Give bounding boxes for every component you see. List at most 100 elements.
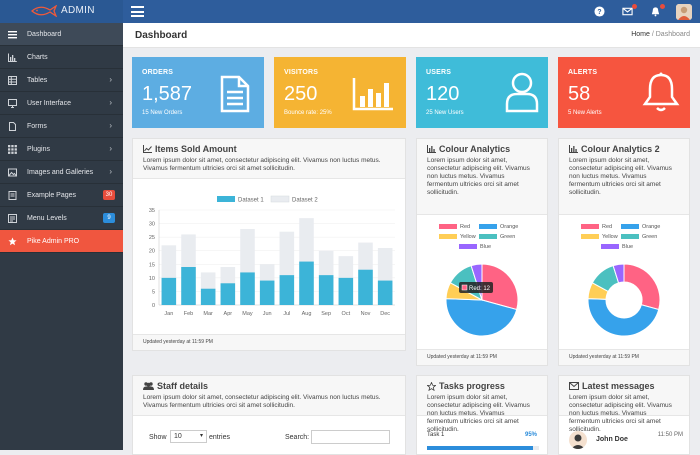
task-progress-track	[427, 446, 539, 450]
legend-label: Yellow	[460, 234, 476, 240]
visitors-card[interactable]: VISITORS 250 Bounce rate: 25%	[274, 57, 406, 128]
image-icon	[8, 168, 17, 177]
message-time: 11:50 PM	[657, 432, 683, 438]
chart-icon	[8, 53, 17, 62]
orders-card[interactable]: ORDERS 1,587 15 New Orders	[132, 57, 264, 128]
x-tick-label: Nov	[361, 311, 371, 317]
legend-swatch	[581, 234, 599, 239]
sidebar-item-label: Example Pages	[27, 191, 77, 199]
legend-swatch	[601, 244, 619, 249]
badge-count: 30	[103, 190, 115, 200]
chevron-right-icon: ›	[109, 121, 112, 130]
legend-swatch	[217, 196, 235, 202]
tooltip-swatch	[461, 284, 468, 291]
panel-description: Lorem ipsum dolor sit amet, consectetur …	[569, 394, 672, 433]
line-chart-icon	[143, 145, 152, 153]
legend-label: Yellow	[602, 234, 618, 240]
sidebar: Dashboard Charts Tables › User Interface…	[0, 23, 123, 450]
legend-swatch	[439, 224, 457, 229]
bar-dataset-1	[240, 272, 255, 305]
logo[interactable]: ADMIN	[0, 0, 123, 23]
star-icon	[8, 237, 17, 246]
sidebar-item-plugins[interactable]: Plugins ›	[0, 138, 123, 161]
legend-label: Green	[500, 234, 515, 240]
panel-description: Lorem ipsum dolor sit amet, consectetur …	[143, 394, 381, 409]
sidebar-item-charts[interactable]: Charts	[0, 46, 123, 69]
search-input[interactable]	[311, 430, 390, 444]
menu-toggle-button[interactable]	[131, 6, 144, 17]
users-card[interactable]: USERS 120 25 New Users	[416, 57, 548, 128]
breadcrumb-home-link[interactable]: Home	[631, 31, 650, 38]
entries-select[interactable]: 10 ▾	[170, 430, 207, 443]
help-icon[interactable]: ?	[592, 5, 606, 19]
user-avatar[interactable]	[676, 3, 692, 20]
latest-messages-title: Latest messages	[582, 381, 655, 391]
panel-title: Staff details	[143, 381, 395, 391]
bell-icon	[642, 72, 680, 112]
brand-name: ADMIN	[61, 5, 95, 16]
card-label: USERS	[426, 69, 452, 76]
messages-icon[interactable]	[620, 3, 637, 19]
pie-slice	[445, 298, 518, 337]
sidebar-item-label: Dashboard	[27, 30, 62, 38]
file-icon	[9, 122, 16, 131]
card-label: VISITORS	[284, 69, 319, 76]
sidebar-item-example-pages[interactable]: Example Pages 30	[0, 184, 123, 207]
pie-slice	[623, 263, 661, 311]
pie-slice	[481, 263, 519, 311]
bar-dataset-1	[259, 280, 275, 305]
y-tick-label: 20	[149, 249, 155, 255]
card-subtext: 5 New Alerts	[568, 110, 602, 116]
message-sender[interactable]: John Doe	[596, 436, 628, 443]
legend-swatch	[459, 244, 477, 249]
y-tick-label: 30	[149, 222, 155, 228]
card-label: ORDERS	[142, 69, 174, 76]
x-tick-label: Jun	[263, 311, 272, 317]
x-tick-label: Mar	[203, 311, 213, 317]
sidebar-item-user-interface[interactable]: User Interface ›	[0, 92, 123, 115]
x-tick-label: Sep	[321, 311, 331, 317]
chevron-right-icon: ›	[109, 167, 112, 176]
breadcrumb: Home / Dashboard	[631, 31, 690, 38]
bar-dataset-1	[161, 277, 177, 305]
bar-dataset-1	[279, 275, 295, 305]
staff-details-panel: Staff details Lorem ipsum dolor sit amet…	[132, 375, 406, 455]
x-tick-label: Jan	[164, 311, 173, 317]
panel-title: Colour Analytics	[427, 144, 537, 154]
fish-logo-icon	[31, 5, 58, 17]
envelope-icon	[569, 382, 579, 390]
chevron-right-icon: ›	[109, 144, 112, 153]
sidebar-item-label: Images and Galleries	[27, 168, 94, 176]
panel-description: Lorem ipsum dolor sit amet, consectetur …	[143, 157, 381, 172]
items-sold-title: Items Sold Amount	[155, 144, 237, 154]
sidebar-item-images[interactable]: Images and Galleries ›	[0, 161, 123, 184]
bar-dataset-1	[318, 275, 334, 305]
panel-title: Colour Analytics 2	[569, 144, 679, 154]
document-icon	[220, 75, 250, 113]
sidebar-item-tables[interactable]: Tables ›	[0, 69, 123, 92]
sidebar-item-pike-admin-pro[interactable]: Pike Admin PRO	[0, 230, 123, 253]
staff-details-title: Staff details	[157, 381, 209, 391]
panel-description: Lorem ipsum dolor sit amet, consectetur …	[427, 394, 530, 433]
bars-icon	[8, 31, 17, 39]
items-sold-bar-chart: Dataset 1 Dataset 2 0 5 10 15 20 25 30 35 Jan Feb Ma…	[149, 195, 395, 317]
breadcrumb-current: Dashboard	[655, 31, 690, 38]
y-tick-label: 5	[152, 289, 155, 295]
tasks-progress-panel: Tasks progress Lorem ipsum dolor sit ame…	[416, 375, 548, 455]
list-icon	[8, 214, 17, 223]
y-tick-label: 15	[149, 262, 155, 268]
chevron-right-icon: ›	[109, 75, 112, 84]
chevron-down-icon: ▾	[199, 433, 203, 439]
star-outline-icon	[427, 381, 436, 391]
sidebar-item-forms[interactable]: Forms ›	[0, 115, 123, 138]
legend-swatch	[479, 234, 497, 239]
bell-icon[interactable]	[648, 3, 665, 19]
doc-icon	[8, 191, 17, 200]
search-label: Search:	[285, 434, 310, 441]
sidebar-item-menu-levels[interactable]: Menu Levels 9	[0, 207, 123, 230]
alerts-card[interactable]: ALERTS 58 5 New Alerts	[558, 57, 690, 128]
svg-text:?: ?	[597, 9, 601, 16]
colour-analytics-2-title: Colour Analytics 2	[581, 144, 660, 154]
sidebar-item-dashboard[interactable]: Dashboard	[0, 23, 123, 46]
legend-swatch	[621, 234, 639, 239]
